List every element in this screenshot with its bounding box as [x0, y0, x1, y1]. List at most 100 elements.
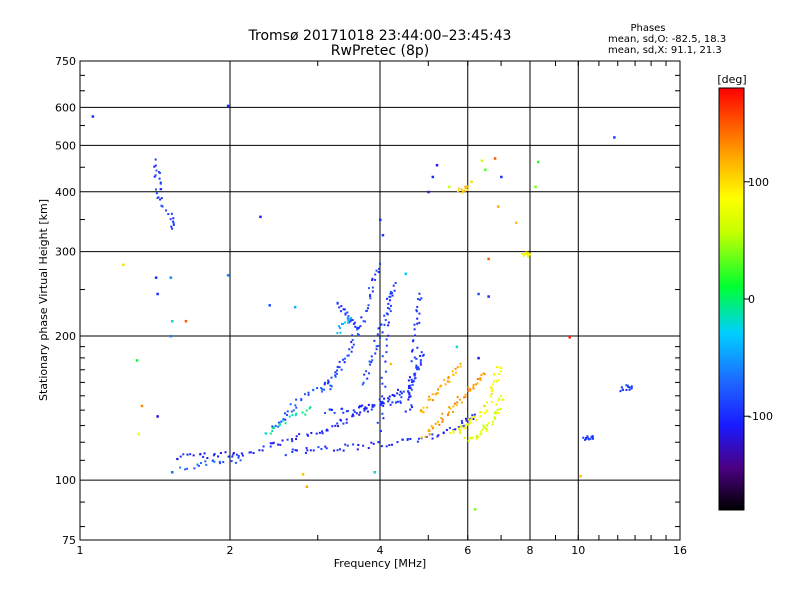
data-point [472, 417, 475, 420]
data-point [342, 411, 345, 414]
data-point [271, 425, 274, 428]
data-point [359, 405, 362, 408]
data-point [355, 412, 358, 415]
data-point [373, 339, 376, 342]
data-point [413, 373, 416, 376]
data-point [357, 406, 360, 409]
data-point [391, 443, 394, 446]
data-point [345, 421, 348, 424]
data-point [409, 438, 412, 441]
data-point [179, 455, 182, 458]
data-point [396, 400, 399, 403]
data-point [394, 281, 397, 284]
data-point [413, 328, 416, 331]
trace [176, 388, 402, 461]
data-point [200, 461, 203, 464]
data-point [490, 390, 493, 393]
data-point [371, 404, 374, 407]
data-point [330, 408, 333, 411]
data-point [444, 383, 447, 386]
data-point [294, 449, 297, 452]
data-point [459, 429, 462, 432]
data-point [170, 225, 173, 228]
data-point [408, 396, 411, 399]
data-point [155, 169, 158, 172]
trace [449, 366, 503, 435]
data-point [237, 456, 240, 459]
data-point [326, 382, 329, 385]
data-point [277, 421, 280, 424]
data-point [498, 366, 501, 369]
data-point [122, 263, 125, 266]
data-point [385, 344, 388, 347]
data-point [435, 392, 438, 395]
data-point [389, 362, 393, 366]
data-point [284, 418, 287, 421]
data-point [460, 426, 463, 429]
data-point [407, 387, 410, 390]
data-point [252, 452, 255, 455]
data-point [336, 449, 339, 452]
data-point [460, 419, 463, 422]
data-point [224, 451, 227, 454]
data-point [475, 383, 478, 386]
data-point [454, 428, 457, 431]
data-point [381, 382, 384, 385]
data-point [153, 175, 156, 178]
data-point [347, 354, 350, 357]
x-tick-label: 1 [77, 544, 84, 557]
data-point [490, 392, 493, 395]
data-point [197, 464, 200, 467]
data-point [480, 430, 483, 433]
data-point [362, 381, 365, 384]
data-point [491, 383, 494, 386]
data-point [232, 453, 235, 456]
data-point [336, 332, 339, 335]
data-point [628, 388, 631, 391]
data-point [378, 267, 381, 270]
data-point [500, 367, 503, 370]
data-point [231, 455, 234, 458]
data-point [291, 414, 294, 417]
data-point [487, 257, 490, 261]
data-point [350, 317, 353, 320]
data-point [172, 223, 175, 226]
data-point [415, 309, 418, 312]
data-point [339, 310, 342, 313]
data-point [280, 420, 283, 423]
data-point [480, 374, 483, 377]
data-point [324, 381, 327, 384]
data-point [170, 212, 173, 215]
data-point [379, 430, 382, 433]
data-point [431, 437, 434, 440]
colorbar-tick-label: 0 [748, 293, 755, 306]
data-point [422, 411, 425, 414]
data-point [480, 159, 484, 162]
data-point [316, 387, 319, 390]
data-point [358, 413, 361, 416]
data-point [415, 366, 418, 369]
data-point [415, 310, 418, 313]
data-point [186, 453, 189, 456]
data-point [464, 185, 467, 188]
data-point [454, 367, 457, 370]
data-point [310, 431, 313, 434]
data-point [391, 393, 394, 396]
data-point [338, 360, 341, 363]
data-point [339, 327, 342, 330]
data-point [459, 432, 462, 435]
data-point [330, 376, 333, 379]
data-point [389, 403, 392, 406]
chart-title: Tromsø 20171018 23:44:00–23:45:43 [248, 28, 512, 44]
y-tick-label: 300 [55, 246, 76, 259]
data-point [380, 323, 383, 326]
data-point [482, 372, 485, 375]
data-point [304, 451, 307, 454]
data-point [457, 187, 460, 190]
data-point [300, 398, 303, 401]
data-point [431, 393, 434, 396]
data-point [269, 445, 272, 448]
data-point [500, 394, 503, 397]
data-point [468, 420, 471, 423]
data-point [470, 180, 473, 184]
